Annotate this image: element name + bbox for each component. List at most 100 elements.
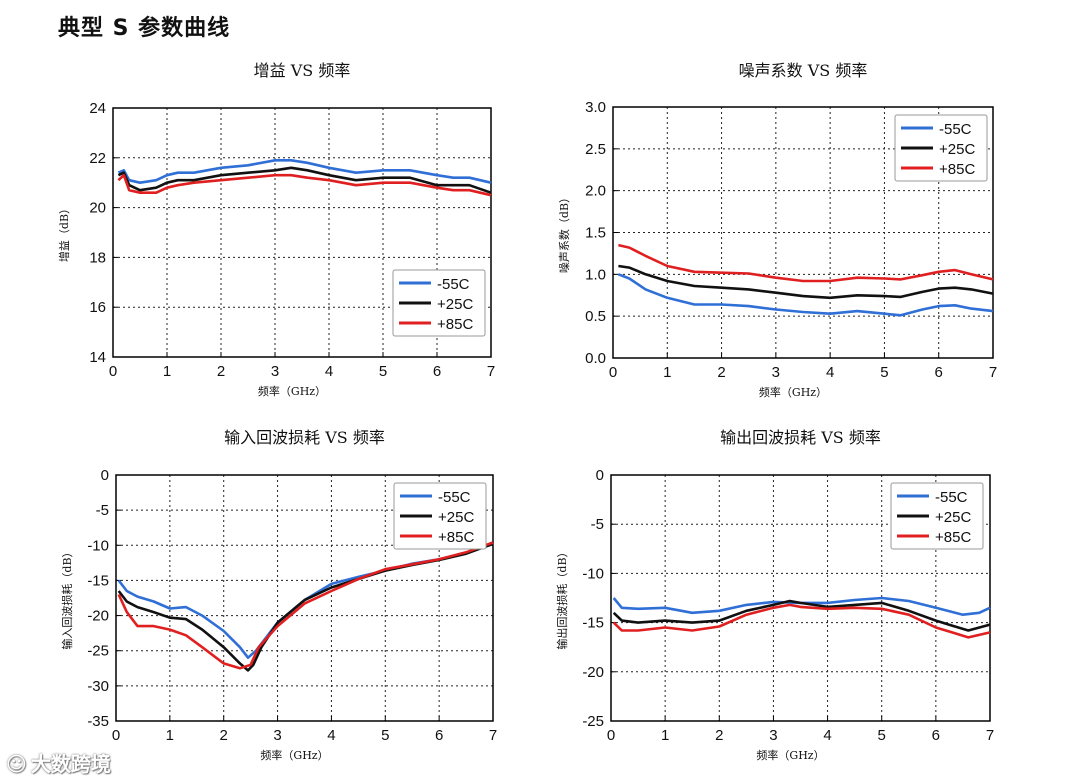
x-tick-label: 7 bbox=[487, 363, 495, 380]
series-line-+25C bbox=[117, 166, 492, 194]
watermark: ☺ 大数跨境 bbox=[6, 748, 111, 777]
x-tick-label: 5 bbox=[381, 727, 389, 744]
x-axis-label: 频率（GHz） bbox=[260, 748, 328, 762]
legend-label: -55C bbox=[438, 489, 471, 506]
series-line-+85C bbox=[117, 173, 492, 197]
legend-box bbox=[890, 482, 984, 550]
legend: -55C +25C +85C bbox=[393, 482, 487, 550]
watermark-text: 大数跨境 bbox=[30, 752, 111, 776]
chart-1: 增益 VS 频率 0 1 2 3 4 5 6 7 14 16 18 20 22 24 频率（GHz） 增益（dB… bbox=[57, 61, 495, 398]
y-tick-label: 1.5 bbox=[585, 225, 606, 242]
legend-label: +85C bbox=[939, 161, 975, 178]
series-line-+25C bbox=[612, 599, 991, 632]
legend-box bbox=[894, 114, 988, 182]
y-axis-label: 增益（dB） bbox=[57, 203, 71, 262]
plot-frame bbox=[610, 474, 991, 722]
y-tick-label: 3.0 bbox=[585, 99, 606, 116]
y-tick-label: 20 bbox=[89, 200, 106, 217]
y-tick-label: 16 bbox=[89, 299, 106, 316]
x-tick-label: 0 bbox=[112, 727, 120, 744]
x-tick-label: 4 bbox=[325, 363, 333, 380]
y-tick-label: 0 bbox=[101, 467, 109, 484]
legend: -55C +25C +85C bbox=[894, 114, 988, 182]
y-tick-label: -5 bbox=[591, 516, 604, 533]
legend-label: +85C bbox=[935, 529, 971, 546]
x-tick-label: 2 bbox=[715, 727, 723, 744]
plot-frame bbox=[112, 107, 492, 358]
legend-label: +25C bbox=[438, 509, 474, 526]
x-tick-label: 6 bbox=[433, 363, 441, 380]
legend-label: -55C bbox=[935, 489, 968, 506]
x-axis-label: 频率（GHz） bbox=[756, 748, 824, 762]
x-tick-label: 7 bbox=[989, 364, 997, 381]
legend-label: +25C bbox=[437, 296, 473, 313]
y-tick-label: -5 bbox=[96, 502, 109, 519]
page-title: 典型 S 参数曲线 bbox=[58, 16, 231, 41]
legend-box bbox=[393, 482, 487, 550]
legend-label: -55C bbox=[437, 276, 470, 293]
x-tick-label: 4 bbox=[823, 727, 831, 744]
y-axis-label: 噪声系数（dB） bbox=[557, 192, 571, 273]
x-tick-label: 5 bbox=[880, 364, 888, 381]
x-tick-label: 5 bbox=[878, 727, 886, 744]
y-tick-label: -20 bbox=[582, 664, 604, 681]
y-tick-label: 2.0 bbox=[585, 183, 606, 200]
y-tick-label: -25 bbox=[582, 713, 604, 730]
x-axis-label: 频率（GHz） bbox=[759, 385, 827, 399]
chart-4: 输出回波损耗 VS 频率 0 1 2 3 4 5 6 7 -25 -20 -15 -10 -5 0 频率（GH… bbox=[555, 428, 994, 762]
y-tick-label: -25 bbox=[87, 643, 109, 660]
legend: -55C +25C +85C bbox=[392, 269, 486, 337]
y-tick-label: -30 bbox=[87, 678, 109, 695]
x-tick-label: 0 bbox=[109, 363, 117, 380]
legend-label: +85C bbox=[438, 529, 474, 546]
series-line-+85C bbox=[618, 243, 994, 283]
x-tick-label: 6 bbox=[932, 727, 940, 744]
chart-title: 增益 VS 频率 bbox=[254, 61, 351, 80]
y-tick-label: 18 bbox=[89, 249, 106, 266]
y-tick-label: -10 bbox=[582, 565, 604, 582]
y-tick-label: 24 bbox=[89, 100, 106, 117]
y-tick-label: -15 bbox=[87, 572, 109, 589]
legend-label: +25C bbox=[935, 509, 971, 526]
y-tick-label: -20 bbox=[87, 608, 109, 625]
series-line--55C bbox=[117, 159, 492, 184]
x-tick-label: 2 bbox=[717, 364, 725, 381]
y-axis-label: 输出回波损耗（dB） bbox=[555, 546, 569, 649]
legend-label: -55C bbox=[939, 121, 972, 138]
x-tick-label: 0 bbox=[607, 727, 615, 744]
chart-title: 噪声系数 VS 频率 bbox=[739, 61, 868, 80]
brand-logo-icon: ☺ bbox=[6, 752, 27, 776]
x-tick-label: 2 bbox=[217, 363, 225, 380]
x-tick-label: 3 bbox=[772, 364, 780, 381]
y-tick-label: 0.0 bbox=[585, 350, 606, 367]
y-tick-label: 0 bbox=[596, 467, 604, 484]
x-tick-label: 1 bbox=[166, 727, 174, 744]
x-tick-label: 2 bbox=[220, 727, 228, 744]
x-tick-label: 5 bbox=[379, 363, 387, 380]
y-tick-label: 14 bbox=[89, 349, 106, 366]
y-axis-label: 输入回波损耗（dB） bbox=[60, 546, 74, 649]
y-tick-label: -15 bbox=[582, 615, 604, 632]
y-tick-label: 2.5 bbox=[585, 141, 606, 158]
plot-frame bbox=[115, 474, 494, 722]
x-tick-label: 7 bbox=[489, 727, 497, 744]
series-line--55C bbox=[617, 273, 994, 317]
x-tick-label: 3 bbox=[273, 727, 281, 744]
legend-label: +25C bbox=[939, 141, 975, 158]
series-line-+85C bbox=[612, 603, 991, 639]
x-tick-label: 1 bbox=[163, 363, 171, 380]
legend: -55C +25C +85C bbox=[890, 482, 984, 550]
x-tick-label: 6 bbox=[935, 364, 943, 381]
x-tick-label: 6 bbox=[435, 727, 443, 744]
y-tick-label: -35 bbox=[87, 713, 109, 730]
x-tick-label: 3 bbox=[271, 363, 279, 380]
x-tick-label: 3 bbox=[769, 727, 777, 744]
x-tick-label: 7 bbox=[986, 727, 994, 744]
chart-title: 输出回波损耗 VS 频率 bbox=[720, 428, 881, 447]
y-tick-label: -10 bbox=[87, 537, 109, 554]
x-tick-label: 1 bbox=[663, 364, 671, 381]
y-tick-label: 0.5 bbox=[585, 308, 606, 325]
x-tick-label: 0 bbox=[609, 364, 617, 381]
chart-title: 输入回波损耗 VS 频率 bbox=[224, 428, 385, 447]
